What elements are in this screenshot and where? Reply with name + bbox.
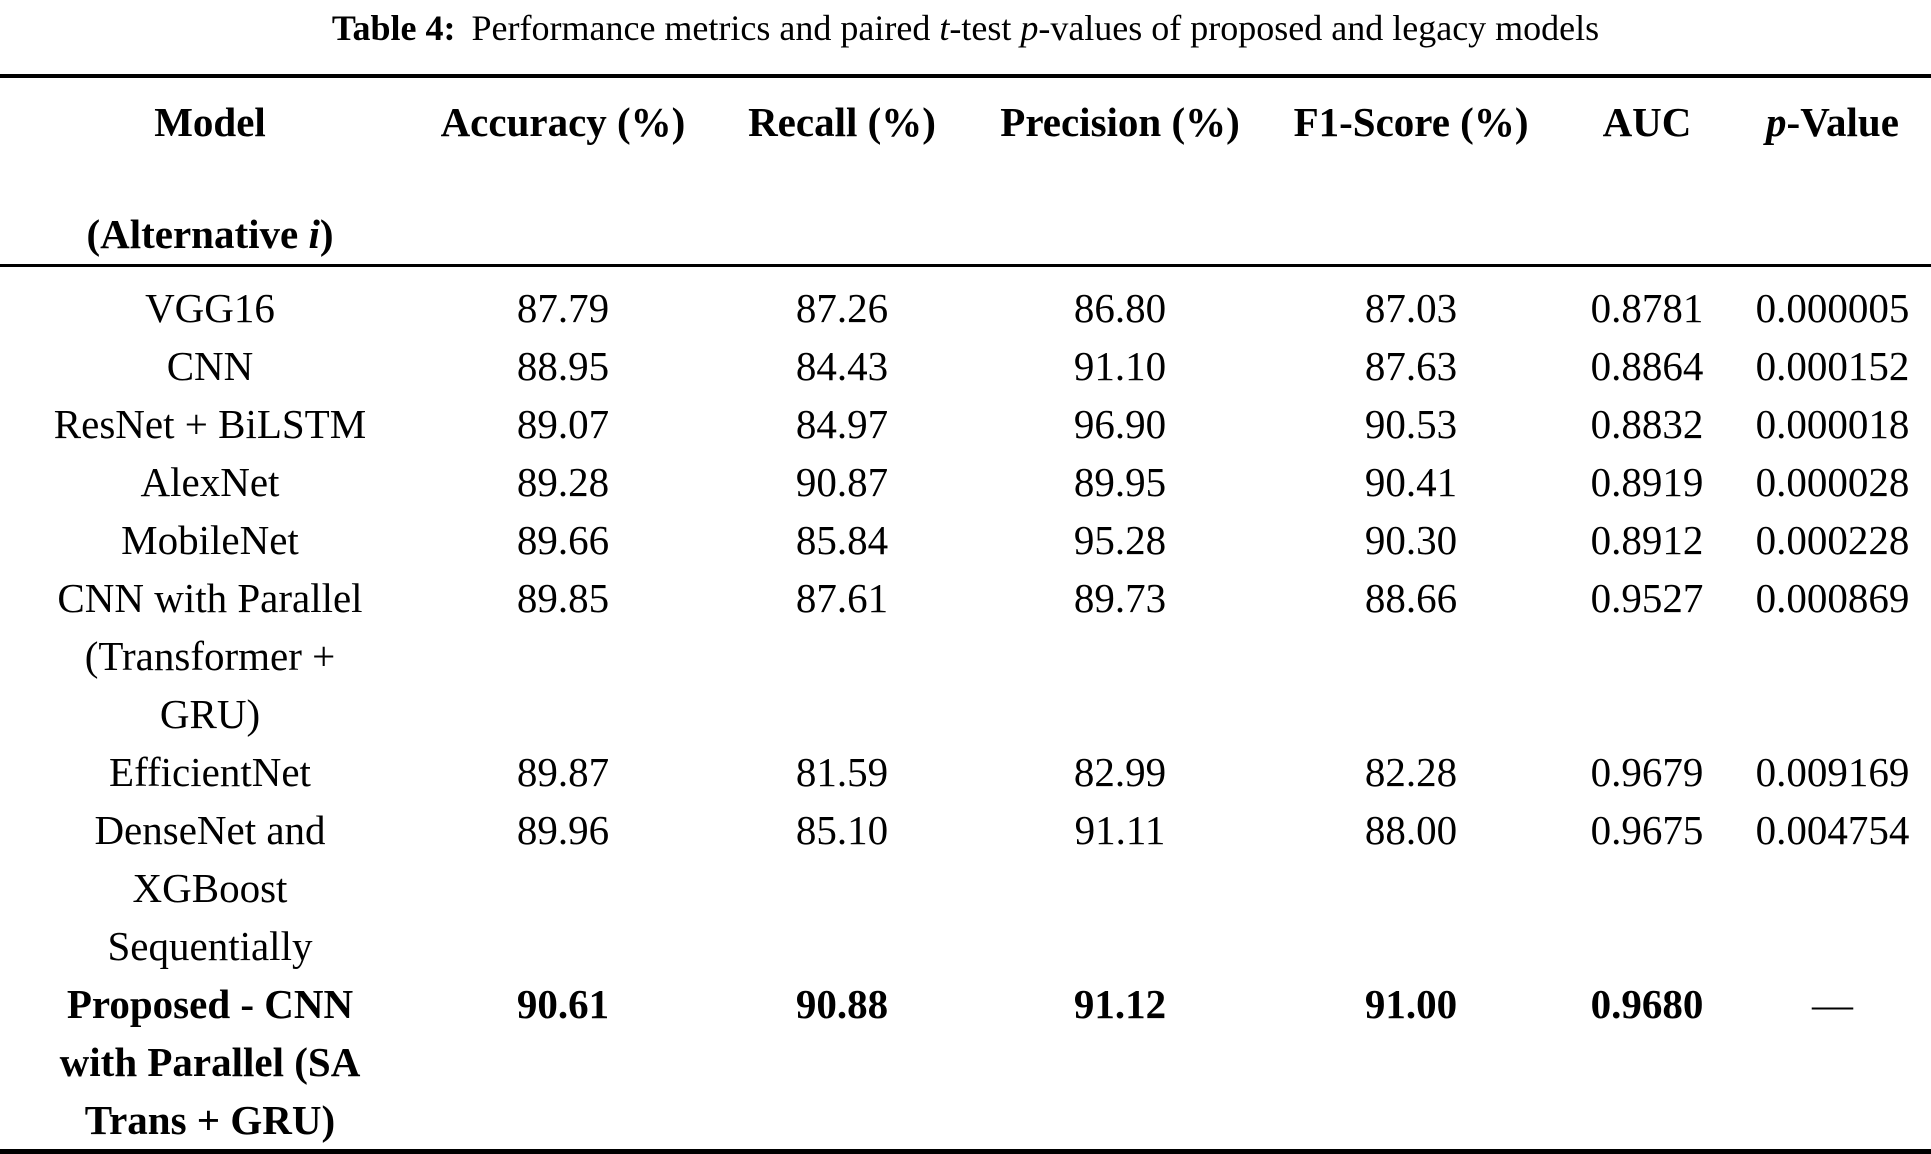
- table-row-efficientnet: EfficientNet 89.87 81.59 82.99 82.28 0.9…: [0, 743, 1931, 801]
- cell-p-value: 0.009169: [1755, 749, 1910, 795]
- header-row: Model (Alternative i) Accuracy (%) Recal…: [0, 76, 1931, 267]
- cell-f1-score: 91.00: [1364, 981, 1458, 1027]
- header-accuracy: Accuracy (%): [419, 76, 706, 267]
- cell-accuracy: 87.79: [516, 285, 610, 331]
- cell-recall: 90.88: [795, 981, 889, 1027]
- cell-precision: 82.99: [1073, 749, 1167, 795]
- table-row-proposed-cnn-sa-trans-gru: Proposed - CNN with Parallel (SA Trans +…: [0, 975, 1931, 1152]
- table-row-vgg16: VGG16 87.79 87.26 86.80 87.03 0.8781 0.0…: [0, 266, 1931, 338]
- cell-precision: 86.80: [1073, 285, 1167, 331]
- cell-precision: 96.90: [1073, 401, 1167, 447]
- header-p-italic: p: [1766, 99, 1787, 145]
- table-row-densenet-xgboost: DenseNet and XGBoost Sequentially 89.96 …: [0, 801, 1931, 975]
- header-model: Model (Alternative i): [0, 76, 420, 267]
- caption-text-1: Performance metrics and paired: [471, 8, 940, 48]
- header-auc: AUC: [1560, 76, 1734, 267]
- cell-accuracy: 89.07: [516, 401, 610, 447]
- table-header: Model (Alternative i) Accuracy (%) Recal…: [0, 76, 1931, 267]
- cell-p-value: 0.000005: [1755, 285, 1910, 331]
- cell-model: ResNet + BiLSTM: [53, 401, 367, 447]
- cell-f1-score: 90.41: [1364, 459, 1458, 505]
- cell-auc: 0.8912: [1590, 517, 1704, 563]
- table-row-cnn-parallel-transformer-gru: CNN with Parallel (Transformer + GRU) 89…: [0, 569, 1931, 743]
- table-row-mobilenet: MobileNet 89.66 85.84 95.28 90.30 0.8912…: [0, 511, 1931, 569]
- header-p-value: p-Value: [1733, 76, 1931, 267]
- table-row-resnet-bilstm: ResNet + BiLSTM 89.07 84.97 96.90 90.53 …: [0, 395, 1931, 453]
- caption-text-3: -values of proposed and legacy models: [1038, 8, 1600, 48]
- metrics-table: Model (Alternative i) Accuracy (%) Recal…: [0, 74, 1931, 1154]
- cell-model: Proposed - CNN with Parallel (SA Trans +…: [59, 981, 361, 1143]
- cell-model: AlexNet: [140, 459, 280, 505]
- table-row-alexnet: AlexNet 89.28 90.87 89.95 90.41 0.8919 0…: [0, 453, 1931, 511]
- cell-auc: 0.9675: [1590, 807, 1704, 853]
- cell-model: DenseNet and XGBoost Sequentially: [94, 807, 326, 969]
- cell-p-value: 0.000028: [1755, 459, 1910, 505]
- cell-recall: 90.87: [795, 459, 889, 505]
- cell-accuracy: 90.61: [516, 981, 610, 1027]
- cell-p-value: 0.000018: [1755, 401, 1910, 447]
- cell-precision: 89.73: [1073, 575, 1167, 621]
- cell-f1-score: 82.28: [1364, 749, 1458, 795]
- header-recall: Recall (%): [705, 76, 979, 267]
- cell-auc: 0.9527: [1590, 575, 1704, 621]
- cell-accuracy: 89.66: [516, 517, 610, 563]
- cell-f1-score: 87.63: [1364, 343, 1458, 389]
- cell-recall: 87.26: [795, 285, 889, 331]
- cell-accuracy: 89.96: [516, 807, 610, 853]
- cell-recall: 84.43: [795, 343, 889, 389]
- caption-text-2: -test: [949, 8, 1021, 48]
- cell-f1-score: 90.53: [1364, 401, 1458, 447]
- cell-f1-score: 88.66: [1364, 575, 1458, 621]
- table-body: VGG16 87.79 87.26 86.80 87.03 0.8781 0.0…: [0, 266, 1931, 1152]
- cell-p-value: 0.000152: [1755, 343, 1910, 389]
- cell-p-value: 0.004754: [1755, 807, 1910, 853]
- table-row-cnn: CNN 88.95 84.43 91.10 87.63 0.8864 0.000…: [0, 337, 1931, 395]
- paper-table-page: Table 4: Performance metrics and paired t…: [0, 4, 1931, 1154]
- cell-recall: 81.59: [795, 749, 889, 795]
- cell-auc: 0.8864: [1590, 343, 1704, 389]
- table-caption: Table 4: Performance metrics and paired t…: [0, 4, 1931, 52]
- header-model-line1: Model: [154, 99, 266, 145]
- header-f1-score: F1-Score (%): [1262, 76, 1561, 267]
- cell-auc: 0.9680: [1590, 981, 1704, 1027]
- cell-accuracy: 88.95: [516, 343, 610, 389]
- cell-recall: 85.10: [795, 807, 889, 853]
- cell-accuracy: 89.28: [516, 459, 610, 505]
- header-precision: Precision (%): [978, 76, 1263, 267]
- caption-p-italic: p: [1020, 8, 1039, 48]
- cell-auc: 0.8781: [1590, 285, 1704, 331]
- header-model-line2: (Alternative i): [86, 211, 334, 257]
- cell-p-value: 0.000228: [1755, 517, 1910, 563]
- cell-recall: 85.84: [795, 517, 889, 563]
- cell-accuracy: 89.85: [516, 575, 610, 621]
- cell-precision: 91.12: [1073, 981, 1167, 1027]
- cell-f1-score: 87.03: [1364, 285, 1458, 331]
- cell-precision: 91.11: [1074, 807, 1166, 853]
- cell-p-value: 0.000869: [1755, 575, 1910, 621]
- cell-f1-score: 90.30: [1364, 517, 1458, 563]
- cell-auc: 0.9679: [1590, 749, 1704, 795]
- caption-label: Table 4:: [331, 8, 456, 48]
- cell-precision: 89.95: [1073, 459, 1167, 505]
- header-alternative-i-italic: i: [308, 211, 320, 257]
- cell-accuracy: 89.87: [516, 749, 610, 795]
- cell-recall: 87.61: [795, 575, 889, 621]
- cell-model: EfficientNet: [109, 749, 311, 795]
- cell-precision: 91.10: [1073, 343, 1167, 389]
- cell-model: CNN: [166, 343, 254, 389]
- cell-p-value-dash: —: [1811, 981, 1853, 1027]
- caption-t-italic: t: [939, 8, 950, 48]
- cell-f1-score: 88.00: [1364, 807, 1458, 853]
- cell-model: CNN with Parallel (Transformer + GRU): [57, 575, 363, 737]
- cell-precision: 95.28: [1073, 517, 1167, 563]
- cell-recall: 84.97: [795, 401, 889, 447]
- cell-auc: 0.8832: [1590, 401, 1704, 447]
- cell-model: MobileNet: [121, 517, 299, 563]
- cell-auc: 0.8919: [1590, 459, 1704, 505]
- cell-model: VGG16: [145, 285, 275, 331]
